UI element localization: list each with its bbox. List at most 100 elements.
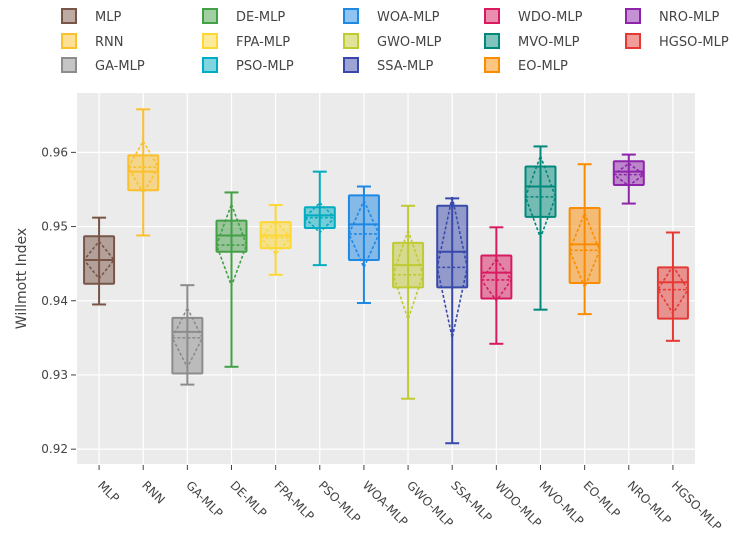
legend-label: MVO-MLP — [518, 35, 580, 50]
x-tick-label: WOA-MLP — [360, 478, 411, 529]
box-rnn — [127, 108, 160, 237]
x-tick-label: GA-MLP — [183, 478, 225, 520]
box-de-mlp — [215, 191, 248, 368]
legend-swatch — [484, 57, 500, 73]
legend-label: NRO-MLP — [659, 10, 720, 25]
legend-swatch — [61, 8, 77, 24]
box-hgso-mlp — [656, 231, 689, 342]
legend-label: GA-MLP — [95, 59, 145, 74]
legend-item-de-mlp[interactable]: DE-MLP — [202, 8, 285, 25]
iqr-box — [656, 266, 689, 320]
box-woa-mlp — [347, 185, 380, 304]
legend-label: WDO-MLP — [518, 10, 583, 25]
legend-item-ga-mlp[interactable]: GA-MLP — [61, 57, 145, 74]
mean-sd-diamond — [656, 264, 689, 315]
legend-label: EO-MLP — [518, 59, 568, 74]
legend-label: HGSO-MLP — [659, 35, 729, 50]
legend-swatch — [625, 8, 641, 24]
iqr-box — [480, 254, 513, 300]
box-mvo-mlp — [524, 145, 557, 311]
legend: MLP RNN GA-MLP DE-MLP FPA-MLP PSO-MLP WOA-MLP G… — [61, 8, 729, 74]
legend-label: MLP — [95, 10, 121, 25]
mean-sd-diamond — [480, 257, 513, 303]
legend-item-woa-mlp[interactable]: WOA-MLP — [343, 8, 440, 25]
legend-item-wdo-mlp[interactable]: WDO-MLP — [484, 8, 583, 25]
mean-sd-diamond — [436, 196, 469, 339]
iqr-box — [612, 160, 645, 187]
mean-sd-diamond — [303, 201, 336, 234]
legend-swatch — [343, 8, 359, 24]
legend-swatch — [343, 33, 359, 49]
mean-sd-diamond — [171, 306, 204, 370]
legend-item-hgso-mlp[interactable]: HGSO-MLP — [625, 33, 729, 50]
x-tick-label: PSO-MLP — [316, 478, 364, 526]
legend-label: FPA-MLP — [236, 35, 290, 50]
legend-swatch — [343, 57, 359, 73]
mean-sd-diamond — [348, 198, 380, 270]
legend-label: PSO-MLP — [236, 59, 294, 74]
box-mlp — [83, 216, 116, 306]
legend-swatch — [61, 57, 77, 73]
mean-sd-diamond — [215, 201, 248, 289]
legend-label: GWO-MLP — [377, 35, 442, 50]
mean-sd-diamond — [392, 227, 424, 322]
legend-swatch — [61, 33, 77, 49]
legend-item-ssa-mlp[interactable]: SSA-MLP — [343, 57, 434, 74]
box-wdo-mlp — [480, 226, 513, 345]
legend-item-rnn[interactable]: RNN — [61, 33, 123, 50]
x-tick-label: RNN — [139, 478, 167, 506]
iqr-box — [568, 207, 601, 284]
legend-item-nro-mlp[interactable]: NRO-MLP — [625, 8, 720, 25]
x-axis: MLP RNN GA-MLP DE-MLP FPA-MLPPSO-MLPWOA-MLPG… — [95, 465, 724, 534]
plot-area — [77, 93, 695, 464]
x-tick-label: DE-MLP — [227, 478, 269, 520]
mean-sd-diamond — [568, 211, 601, 290]
mean-sd-diamond — [83, 240, 116, 280]
x-tick-label: NRO-MLP — [625, 478, 674, 527]
x-tick-label: MVO-MLP — [536, 478, 586, 528]
box-fpa-mlp — [259, 204, 292, 276]
y-axis-title: Willmott Index — [14, 228, 30, 329]
iqr-box — [524, 165, 557, 218]
legend-item-mlp[interactable]: MLP — [61, 8, 121, 25]
y-tick-label: 0.93 — [41, 368, 68, 382]
legend-label: DE-MLP — [236, 10, 285, 25]
mean-sd-diamond — [612, 162, 646, 187]
legend-item-eo-mlp[interactable]: EO-MLP — [484, 57, 568, 74]
box-ga-mlp — [171, 284, 204, 386]
box-pso-mlp — [303, 170, 336, 267]
legend-label: SSA-MLP — [377, 59, 434, 74]
x-tick-label: WDO-MLP — [492, 478, 544, 530]
x-tick-label: FPA-MLP — [272, 478, 317, 523]
x-tick-label: SSA-MLP — [448, 478, 495, 525]
box-ssa-mlp — [436, 196, 469, 445]
legend-swatch — [202, 57, 218, 73]
y-tick-label: 0.96 — [41, 145, 68, 159]
box-gwo-mlp — [392, 204, 425, 400]
legend-swatch — [202, 8, 218, 24]
x-tick-label: GWO-MLP — [404, 478, 456, 530]
y-tick-label: 0.95 — [41, 220, 68, 234]
box-nro-mlp — [612, 153, 646, 205]
legend-swatch — [625, 33, 641, 49]
x-tick-label: MLP — [95, 478, 122, 505]
legend-item-fpa-mlp[interactable]: FPA-MLP — [202, 33, 290, 50]
legend-label: RNN — [95, 35, 123, 50]
legend-item-mvo-mlp[interactable]: MVO-MLP — [484, 33, 580, 50]
x-tick-label: HGSO-MLP — [669, 478, 724, 533]
box-eo-mlp — [568, 163, 601, 316]
mean-sd-diamond — [524, 153, 557, 241]
y-tick-label: 0.94 — [41, 294, 68, 308]
y-tick-label: 0.92 — [41, 442, 68, 456]
iqr-box — [347, 194, 380, 261]
x-tick-label: EO-MLP — [581, 478, 623, 520]
legend-item-pso-mlp[interactable]: PSO-MLP — [202, 57, 294, 74]
box-series — [83, 108, 689, 445]
y-axis: 0.92 0.93 0.94 0.95 0.96 — [41, 145, 76, 456]
legend-swatch — [484, 8, 500, 24]
legend-swatch — [484, 33, 500, 49]
legend-swatch — [202, 33, 218, 49]
legend-item-gwo-mlp[interactable]: GWO-MLP — [343, 33, 442, 50]
legend-label: WOA-MLP — [377, 10, 440, 25]
